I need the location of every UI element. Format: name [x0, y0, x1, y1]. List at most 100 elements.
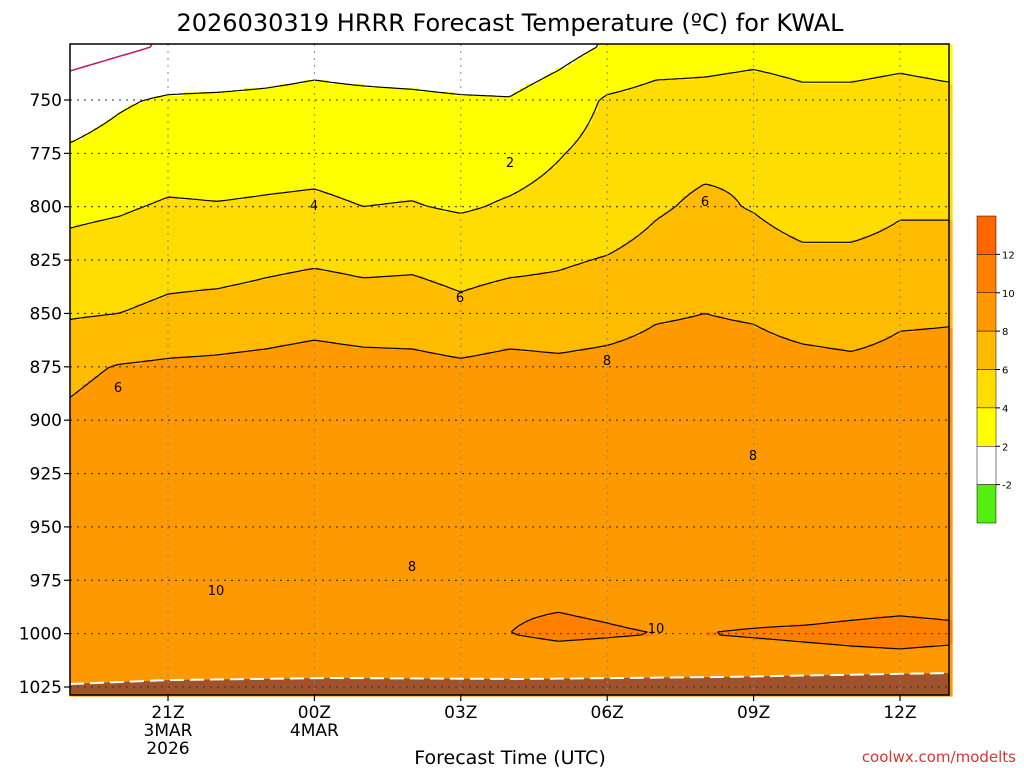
temperature-cell [298, 172, 305, 177]
temperature-cell [160, 172, 167, 177]
temperature-cell [244, 140, 251, 145]
temperature-cell [280, 116, 287, 121]
temperature-cell [838, 148, 845, 153]
temperature-cell [178, 136, 185, 141]
temperature-cell [232, 72, 239, 77]
temperature-cell [832, 76, 839, 81]
temperature-cell [406, 56, 413, 61]
temperature-cell [802, 72, 809, 77]
temperature-cell [250, 76, 257, 81]
temperature-cell [244, 56, 251, 61]
temperature-cell [856, 140, 863, 145]
temperature-cell [610, 80, 617, 85]
temperature-cell [364, 152, 371, 157]
temperature-cell [928, 112, 935, 117]
temperature-cell [298, 140, 305, 145]
temperature-cell [442, 108, 449, 113]
temperature-cell [442, 76, 449, 81]
temperature-cell [706, 108, 713, 113]
temperature-cell [934, 156, 941, 161]
temperature-cell [724, 124, 731, 129]
temperature-cell [76, 68, 83, 73]
temperature-cell [508, 88, 515, 93]
temperature-cell [556, 168, 563, 173]
temperature-cell [262, 172, 269, 177]
temperature-cell [496, 132, 503, 137]
temperature-cell [352, 152, 359, 157]
temperature-cell [310, 172, 317, 177]
temperature-cell [832, 152, 839, 157]
temperature-cell [244, 136, 251, 141]
temperature-cell [628, 156, 635, 161]
temperature-cell [724, 48, 731, 53]
temperature-cell [652, 116, 659, 121]
temperature-cell [676, 60, 683, 65]
temperature-cell [490, 112, 497, 117]
temperature-cell [358, 72, 365, 77]
temperature-cell [370, 120, 377, 125]
temperature-cell [622, 176, 629, 181]
temperature-cell [508, 156, 515, 161]
temperature-cell [640, 64, 647, 69]
temperature-cell [436, 104, 443, 109]
temperature-cell [874, 104, 881, 109]
temperature-cell [730, 96, 737, 101]
temperature-cell [490, 164, 497, 169]
temperature-cell [802, 140, 809, 145]
temperature-cell [550, 96, 557, 101]
temperature-cell [382, 96, 389, 101]
temperature-cell [352, 88, 359, 93]
temperature-cell [754, 76, 761, 81]
temperature-cell [190, 172, 197, 177]
temperature-cell [316, 128, 323, 133]
temperature-cell [88, 144, 95, 149]
temperature-cell [634, 108, 641, 113]
temperature-cell [598, 140, 605, 145]
temperature-cell [898, 128, 905, 133]
temperature-cell [790, 164, 797, 169]
temperature-cell [802, 56, 809, 61]
temperature-cell [862, 156, 869, 161]
temperature-cell [442, 136, 449, 141]
temperature-cell [502, 120, 509, 125]
temperature-cell [604, 52, 611, 57]
temperature-cell [724, 84, 731, 89]
temperature-cell [538, 44, 545, 49]
temperature-cell [268, 72, 275, 77]
temperature-cell [862, 80, 869, 85]
temperature-cell [316, 52, 323, 57]
temperature-cell [562, 76, 569, 81]
temperature-cell [226, 164, 233, 169]
temperature-cell [502, 108, 509, 113]
temperature-cell [154, 136, 161, 141]
temperature-cell [724, 132, 731, 137]
temperature-cell [736, 72, 743, 77]
temperature-cell [778, 108, 785, 113]
temperature-cell [520, 172, 527, 177]
temperature-cell [700, 160, 707, 165]
temperature-cell [256, 60, 263, 65]
temperature-cell [892, 68, 899, 73]
temperature-cell [808, 120, 815, 125]
temperature-cell [766, 48, 773, 53]
temperature-cell [802, 168, 809, 173]
temperature-cell [820, 88, 827, 93]
temperature-cell [904, 68, 911, 73]
temperature-cell [658, 60, 665, 65]
temperature-cell [184, 68, 191, 73]
temperature-cell [856, 52, 863, 57]
temperature-cell [442, 176, 449, 181]
temperature-cell [640, 172, 647, 177]
temperature-cell [406, 60, 413, 65]
temperature-cell [226, 144, 233, 149]
temperature-cell [736, 116, 743, 121]
temperature-cell [892, 108, 899, 113]
temperature-cell [862, 64, 869, 69]
temperature-cell [556, 128, 563, 133]
temperature-cell [196, 104, 203, 109]
temperature-cell [562, 164, 569, 169]
temperature-cell [442, 164, 449, 169]
temperature-cell [904, 60, 911, 65]
temperature-cell [430, 80, 437, 85]
temperature-cell [820, 60, 827, 65]
